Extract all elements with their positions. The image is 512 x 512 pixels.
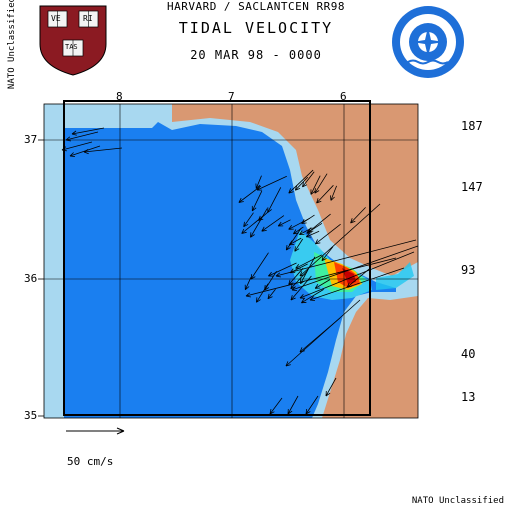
inner-frame bbox=[63, 100, 371, 416]
shield-letters-ve: VE bbox=[51, 14, 61, 23]
velocity-arrow bbox=[321, 246, 334, 262]
velocity-arrow bbox=[244, 277, 252, 291]
velocity-arrow bbox=[302, 171, 315, 188]
velocity-arrow bbox=[350, 207, 366, 224]
velocity-arrow bbox=[277, 219, 291, 227]
footer-classification: NATO Unclassified bbox=[411, 496, 504, 506]
velocity-arrow bbox=[255, 175, 262, 189]
lat-label-35: 35 bbox=[24, 409, 38, 422]
velocity-arrow bbox=[293, 226, 304, 235]
velocity-arrow bbox=[268, 262, 297, 277]
velocity-arrow bbox=[299, 227, 313, 235]
velocity-arrow bbox=[301, 289, 324, 304]
velocity-arrow bbox=[295, 254, 322, 269]
velocity-arrow bbox=[245, 257, 397, 298]
velocity-arrow bbox=[316, 185, 334, 204]
velocity-arrow bbox=[71, 127, 105, 136]
velocity-arrow bbox=[299, 203, 381, 277]
velocity-arrow bbox=[269, 397, 283, 415]
outer-frame bbox=[43, 103, 419, 419]
colorbar-label-13: 13 bbox=[461, 390, 476, 404]
velocity-arrow bbox=[325, 377, 337, 397]
velocity-arrow bbox=[65, 131, 99, 142]
velocity-arrow bbox=[314, 173, 328, 194]
velocity-arrow bbox=[305, 230, 320, 238]
scale-label: 50 cm/s bbox=[67, 455, 114, 468]
velocity-arrow bbox=[238, 185, 262, 203]
velocity-arrow bbox=[287, 395, 299, 415]
grid-lines bbox=[44, 104, 418, 418]
velocity-arrow bbox=[299, 251, 415, 299]
shield-letters-ri: RI bbox=[83, 14, 93, 23]
colorbar-label-40: 40 bbox=[461, 347, 476, 361]
lon-label-6: 6 bbox=[340, 90, 347, 103]
velocity-arrow bbox=[314, 279, 331, 289]
velocity-arrow bbox=[267, 187, 282, 213]
velocity-vectors bbox=[61, 127, 419, 415]
axis-ticks bbox=[38, 139, 44, 417]
velocity-arrow bbox=[294, 238, 304, 252]
velocity-arrow bbox=[258, 211, 269, 221]
page-title: TIDAL VELOCITY bbox=[178, 19, 334, 37]
velocity-arrow bbox=[310, 175, 321, 195]
scale-arrow bbox=[66, 427, 125, 435]
ocean-area bbox=[64, 122, 396, 418]
colorbar-label-187: 187 bbox=[461, 119, 483, 133]
lon-label-8: 8 bbox=[116, 90, 123, 103]
velocity-arrow bbox=[330, 185, 337, 201]
velocity-arrow bbox=[288, 217, 311, 230]
velocity-arrow bbox=[251, 190, 263, 212]
velocity-arrow bbox=[61, 141, 93, 152]
header-date: 20 MAR 98 - 0000 bbox=[190, 48, 322, 62]
velocity-arrow bbox=[69, 145, 101, 157]
velocity-arrow bbox=[309, 267, 405, 301]
shield-letters-tas: TAS bbox=[65, 43, 78, 51]
velocity-arrow bbox=[243, 212, 254, 228]
velocity-arrow bbox=[285, 299, 361, 367]
velocity-arrow bbox=[264, 270, 277, 291]
lon-label-7: 7 bbox=[228, 90, 235, 103]
velocity-arrow bbox=[275, 239, 417, 278]
velocity-arrow bbox=[250, 208, 268, 238]
lat-label-37: 37 bbox=[24, 133, 38, 146]
velocity-arrow bbox=[288, 267, 304, 285]
header-source: HARVARD / SACLANTCEN RR98 bbox=[166, 0, 346, 13]
lat-label-36: 36 bbox=[24, 272, 38, 285]
velocity-arrow bbox=[250, 252, 269, 280]
colorbar-label-93: 93 bbox=[461, 263, 476, 277]
velocity-arrow bbox=[288, 169, 314, 194]
colorbar-label-147: 147 bbox=[461, 180, 483, 194]
velocity-arrow bbox=[261, 215, 285, 232]
velocity-arrow bbox=[256, 283, 269, 303]
velocity-arrow bbox=[305, 395, 319, 415]
velocity-arrow bbox=[315, 223, 341, 245]
velocity-arrow bbox=[299, 317, 341, 353]
velocity-arrow bbox=[285, 227, 302, 251]
velocity-arrow bbox=[267, 288, 276, 300]
